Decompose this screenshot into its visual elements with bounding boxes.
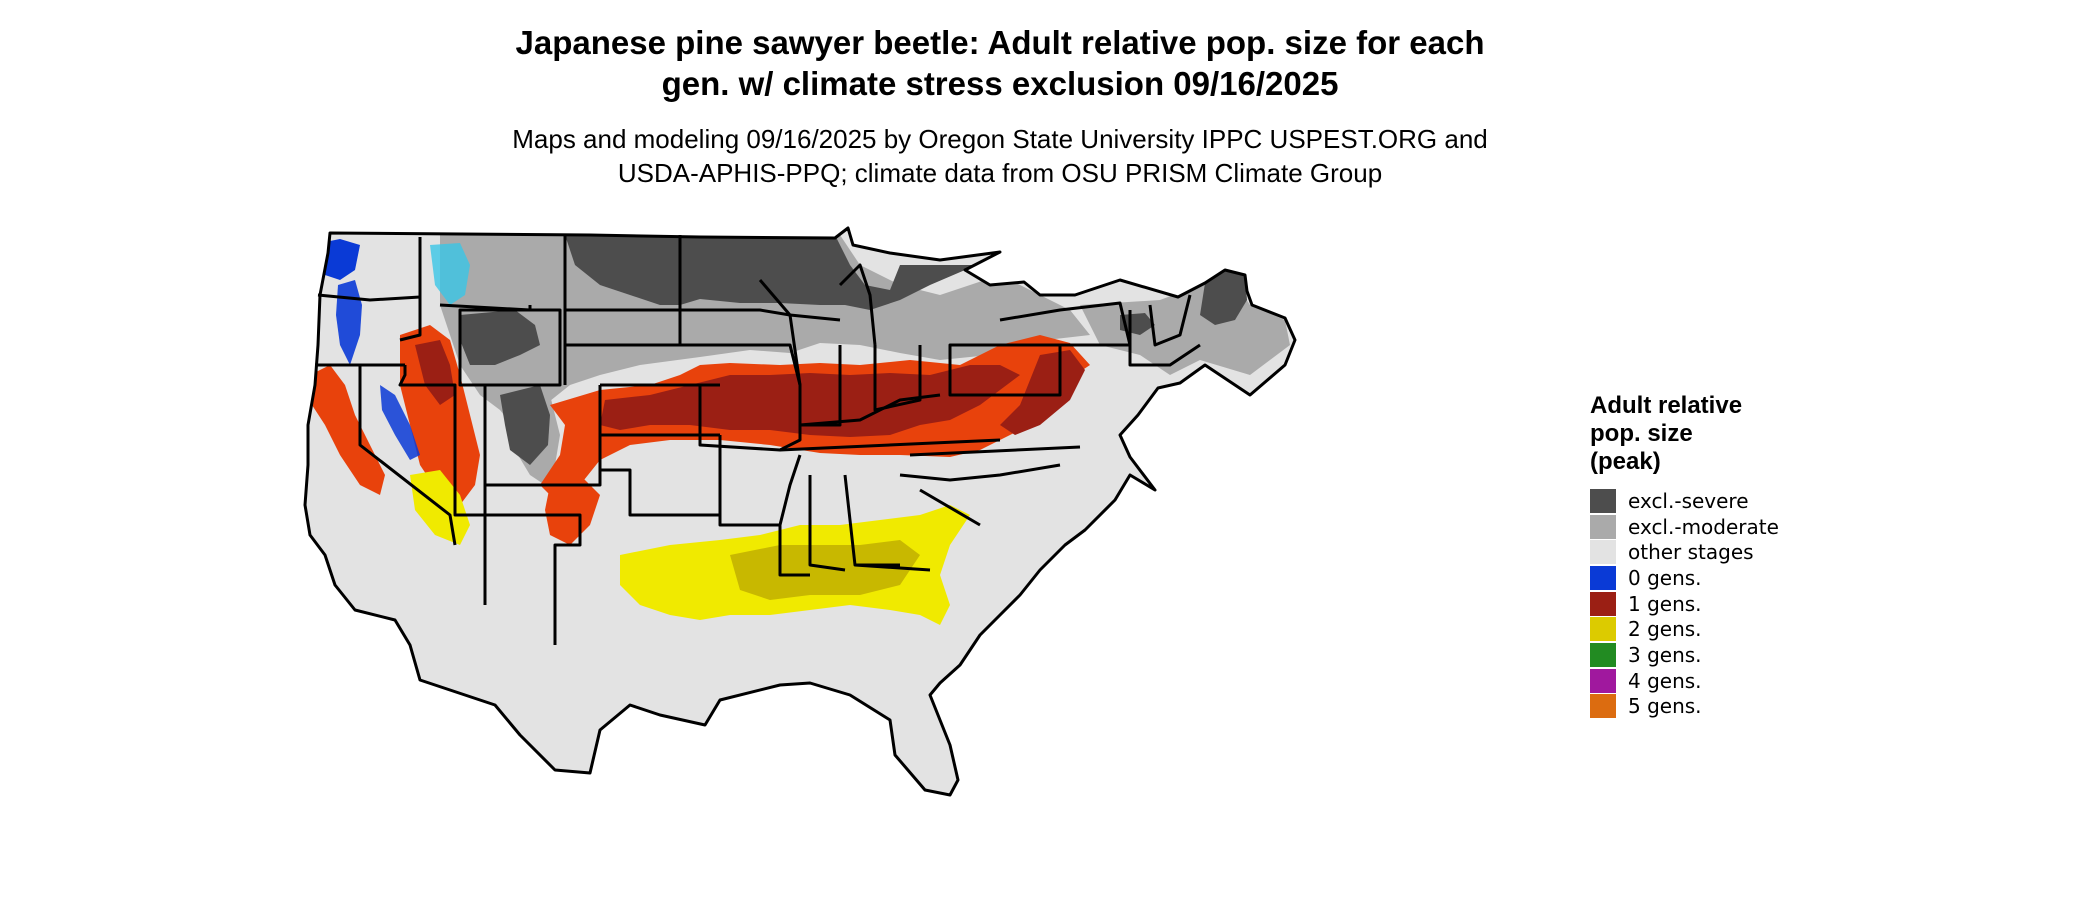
legend-label: excl.-moderate [1628, 514, 1779, 539]
legend-item-excl-moderate: excl.-moderate [1590, 514, 1890, 540]
border-in-oh [873, 345, 922, 412]
map-subtitle: Maps and modeling 09/16/2025 by Oregon S… [380, 122, 1620, 190]
legend-swatch [1590, 617, 1616, 642]
zone-1gen-appalachian [1000, 350, 1085, 435]
border-tn-ky [779, 438, 1001, 452]
us-map [300, 225, 1580, 895]
border-sc-ga [919, 488, 981, 527]
legend-item-other-stages: other stages [1590, 539, 1890, 565]
legend-label: 3 gens. [1628, 642, 1702, 667]
legend-label: 2 gens. [1628, 617, 1702, 642]
zone-excl-severe-northern-plains [565, 235, 980, 310]
zone-1gen-texas-west [545, 475, 600, 545]
border-wi-mi [758, 279, 841, 322]
border-nc-sc [899, 463, 1061, 482]
zone-3gen-florida-keys [900, 820, 930, 835]
border-il [788, 314, 842, 427]
zone-excl-severe-maine [1200, 270, 1247, 325]
zone-1gen-dark-core [600, 365, 1020, 437]
legend-label: other stages [1628, 540, 1754, 565]
map-title-line1: Japanese pine sawyer beetle: Adult relat… [515, 24, 1485, 61]
border-id-west [399, 237, 422, 342]
border-nm-tx [485, 513, 582, 645]
border-vt-nh [1148, 294, 1192, 347]
zone-1gen-california [310, 365, 385, 495]
legend-swatch [1590, 694, 1616, 719]
legend-label: excl.-severe [1628, 488, 1749, 513]
legend-item-3-gens: 3 gens. [1590, 642, 1890, 668]
legend-title: Adult relative pop. size (peak) [1590, 392, 1890, 476]
us-outline [303, 226, 1297, 797]
border-ga-fl [854, 563, 931, 572]
legend-label: 4 gens. [1628, 668, 1702, 693]
border-wa-or [317, 293, 421, 302]
legend-swatch [1590, 488, 1616, 513]
legend-swatch [1590, 642, 1616, 667]
border-pa [948, 343, 1062, 397]
map-title: Japanese pine sawyer beetle: Adult relat… [400, 22, 1600, 104]
map-subtitle-line2: USDA-APHIS-PPQ; climate data from OSU PR… [617, 158, 1383, 188]
border-wy [458, 308, 562, 387]
legend-swatch [1590, 514, 1616, 539]
border-ca-nv [358, 365, 457, 546]
legend-title-line2: pop. size [1590, 420, 1693, 447]
legend-item-1-gens: 1 gens. [1590, 591, 1890, 617]
legend-swatch [1590, 591, 1616, 616]
map-title-line2: gen. w/ climate stress exclusion 09/16/2… [661, 65, 1339, 102]
legend-swatch [1590, 668, 1616, 693]
border-mn-ia [680, 308, 791, 317]
zone-excl-severe-colorado [500, 385, 550, 465]
legend-item-5-gens: 5 gens. [1590, 694, 1890, 720]
zone-0gen-rockies [430, 243, 470, 305]
legend-item-0-gens: 0 gens. [1590, 565, 1890, 591]
zone-2gen-gulf-core [730, 540, 920, 600]
map-subtitle-line1: Maps and modeling 09/16/2025 by Oregon S… [512, 124, 1488, 154]
border-ny [999, 301, 1132, 347]
border-new-england [1128, 310, 1201, 367]
zone-1gen-southwest [400, 325, 480, 505]
legend-item-excl-severe: excl.-severe [1590, 488, 1890, 514]
legend-label: 5 gens. [1628, 694, 1702, 719]
border-la-ms [778, 525, 810, 577]
state-borders [303, 226, 1297, 797]
zone-1gen-southwest-core [415, 340, 455, 405]
zone-excl-severe-wyoming [460, 310, 540, 365]
zone-0gen-cascades [336, 280, 362, 365]
border-mi [838, 263, 877, 346]
legend-title-line1: Adult relative [1590, 392, 1743, 419]
legend-label: 0 gens. [1628, 565, 1702, 590]
border-ms-al [808, 475, 846, 572]
legend-item-2-gens: 2 gens. [1590, 616, 1890, 642]
legend-item-4-gens: 4 gens. [1590, 668, 1890, 694]
zone-0gen-sierra [380, 385, 420, 460]
legend-swatch [1590, 565, 1616, 590]
border-va-nc [909, 445, 1081, 457]
us-map-svg [303, 226, 1297, 835]
legend-title-line3: (peak) [1590, 448, 1661, 475]
legend: Adult relative pop. size (peak) excl.-se… [1590, 392, 1890, 719]
legend-label: 1 gens. [1628, 591, 1702, 616]
legend-swatch [1590, 540, 1616, 565]
